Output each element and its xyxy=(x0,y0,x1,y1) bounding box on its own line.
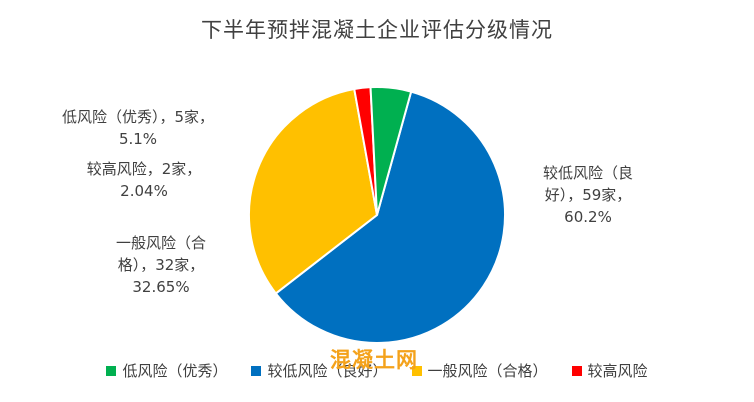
legend-label-low: 低风险（优秀） xyxy=(122,362,228,380)
legend-item-high: 较高风险 xyxy=(571,360,648,381)
data-label-high: 较高风险，2家， 2.04% xyxy=(86,160,202,200)
pie-slice-low xyxy=(369,86,413,216)
legend-swatch-medium xyxy=(411,365,422,376)
legend-swatch-low xyxy=(106,365,117,376)
legend-item-low: 低风险（优秀） xyxy=(106,360,227,381)
chart-title: 下半年预拌混凝土企业评估分级情况 xyxy=(201,18,553,42)
data-label-low: 低风险（优秀），5家， 5.1% xyxy=(61,108,215,148)
pie-slice-good xyxy=(274,90,506,344)
legend-label-high: 较高风险 xyxy=(587,362,648,380)
legend-label-medium: 一般风险（合格） xyxy=(427,362,548,380)
legend-swatch-high xyxy=(571,365,582,376)
watermark: 混凝土网 xyxy=(330,348,418,372)
data-label-medium: 一般风险（合 格），32家， 32.65% xyxy=(115,234,206,296)
legend-item-medium: 一般风险（合格） xyxy=(411,360,548,381)
legend-label-good: 较低风险（良好） xyxy=(267,362,388,380)
data-label-good: 较低风险（良 好），59家， 60.2% xyxy=(542,164,633,226)
legend-item-good: 较低风险（良好） xyxy=(251,360,388,381)
legend-swatch-good xyxy=(251,365,262,376)
legend: 低风险（优秀） 较低风险（良好） 一般风险（合格） 较高风险 xyxy=(0,360,754,381)
pie-slice-medium xyxy=(247,87,379,295)
